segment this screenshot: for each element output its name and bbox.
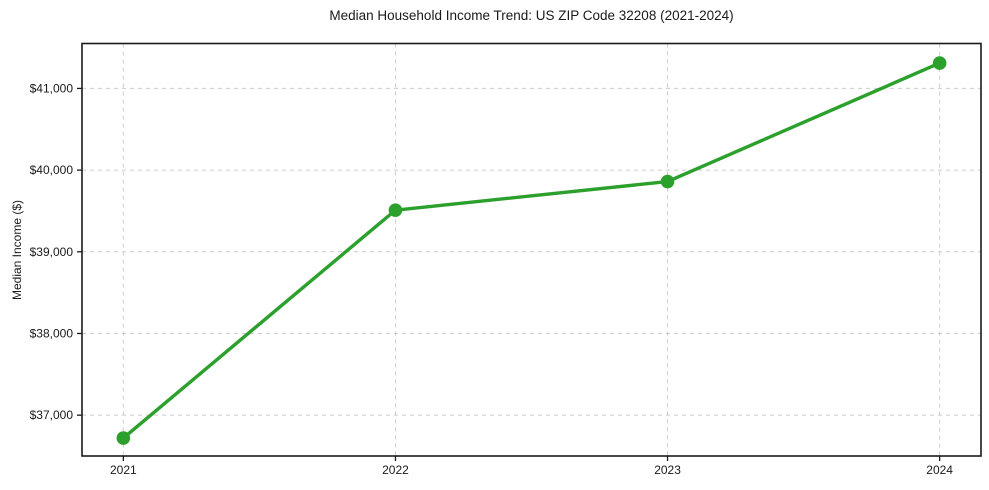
x-tick-label: 2021 [110, 463, 137, 477]
y-tick-label: $38,000 [30, 326, 74, 340]
y-tick-label: $37,000 [30, 408, 74, 422]
data-point-2023 [660, 174, 675, 189]
x-tick-label: 2022 [382, 463, 409, 477]
trend-line [121, 61, 942, 440]
x-tick-label: 2024 [926, 463, 953, 477]
y-tick-label: $40,000 [30, 163, 74, 177]
plot-border [81, 42, 982, 457]
y-tick-label: $41,000 [30, 81, 74, 95]
x-tick-label: 2023 [654, 463, 681, 477]
data-point-2022 [388, 203, 403, 217]
y-tick-label: $39,000 [30, 245, 74, 259]
data-point-2021 [116, 431, 131, 445]
data-point-2024 [932, 56, 947, 70]
chart-title: Median Household Income Trend: US ZIP Co… [329, 8, 734, 23]
